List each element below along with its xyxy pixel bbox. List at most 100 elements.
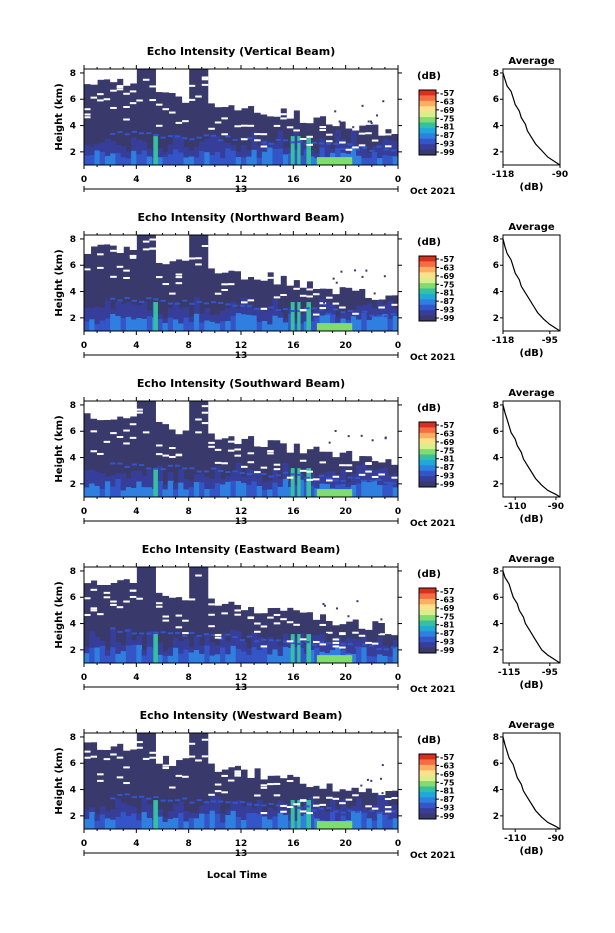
data-gap [110,753,117,756]
data-gap [286,640,294,643]
data-gap [188,598,196,601]
heatmap-cell [189,302,195,305]
data-gap [326,133,333,136]
data-gap [280,113,287,116]
data-gap [103,591,111,594]
colorbar-swatch [419,111,436,118]
heatmap-cell [193,649,200,663]
heatmap-cell [230,301,237,316]
heatmap-cell [117,630,123,633]
data-gap [221,774,228,777]
data-gap [90,588,98,591]
heatmap-cell [146,156,153,165]
data-gap [378,473,385,476]
heatmap-cell [199,150,205,165]
average-profile-line [502,404,561,498]
heatmap-cell [125,478,132,488]
data-gap [267,401,275,441]
heatmap-cell [314,478,320,489]
heatmap-cell [293,485,300,497]
data-gap [214,783,222,786]
colorbar-tick-label: -57 [440,753,454,762]
heatmap-cell [324,302,331,315]
avg-y-tick-label: 4 [493,620,499,630]
date-label: Oct 2021 [410,353,455,363]
heatmap-cell [282,308,289,311]
heatmap-cell [383,648,389,651]
data-gap [306,401,314,450]
colorbar-tick-label: -99 [440,480,455,489]
data-gap [155,602,163,605]
data-gap [162,69,170,93]
data-speck [325,633,328,636]
heatmap-cell [246,635,253,638]
data-gap [162,283,170,286]
heatmap-cell [256,636,263,651]
heatmap-cell [347,643,353,646]
colorbar-swatch [419,593,436,600]
data-gap [299,733,307,784]
heatmap-cell [239,304,245,307]
heatmap-cell [218,637,224,640]
heatmap-cell [267,324,273,331]
data-gap [136,746,143,749]
data-gap [110,249,117,252]
data-gap [123,733,131,751]
data-gap [391,733,399,791]
data-gap [339,567,347,625]
data-gap [267,450,274,453]
heatmap-cell [209,810,216,829]
heatmap-cell [329,796,336,812]
heatmap-cell [387,318,394,331]
heatmap-cell [366,303,373,320]
heatmap-cell [153,134,159,137]
average-title: Average [508,388,555,399]
heatmap-cell [333,479,339,482]
data-gap [116,69,124,79]
heatmap-cell [311,141,317,144]
heatmap-cell [89,631,95,648]
heatmap-cell [256,650,263,663]
data-gap [84,401,92,414]
heatmap-cell [345,312,352,321]
data-gap [234,774,241,777]
heatmap-cell [272,469,279,483]
heatmap-cell [387,475,394,482]
heatmap-cell [89,154,95,165]
data-gap [254,133,261,136]
heatmap-cell [89,469,95,484]
x-tick-label: 0 [395,839,401,849]
heatmap-cell [298,155,305,165]
data-gap [208,235,216,269]
data-gap [254,794,261,797]
heatmap-cell [387,140,394,156]
heatmap-cell [371,308,378,317]
data-gap [162,733,170,756]
data-gap [293,401,301,444]
heatmap-cell [293,323,300,331]
data-gap [214,567,222,606]
data-gap [129,567,137,583]
x-tick-label: 0 [81,507,87,517]
heatmap-cell [136,470,143,482]
x-tick-label: 0 [81,175,87,185]
colorbar-swatch [419,261,436,268]
data-gap [319,401,327,452]
x-tick-label: 12 [235,839,248,849]
data-speck [370,458,373,461]
heatmap-cell [297,642,303,645]
data-gap [391,69,399,135]
data-gap [306,295,313,298]
data-gap [221,462,228,465]
data-gap [345,567,353,622]
data-gap [84,733,92,743]
heatmap-cell [267,489,273,497]
colorbar-swatch [419,299,436,306]
x-tick-label: 20 [339,507,352,517]
heatmap-cell [319,473,326,484]
heatmap-cell [162,821,169,829]
average-profile-line [502,736,561,830]
heatmap-cell [193,146,200,158]
heatmap-cell [246,654,252,663]
heatmap-cell [350,129,357,148]
